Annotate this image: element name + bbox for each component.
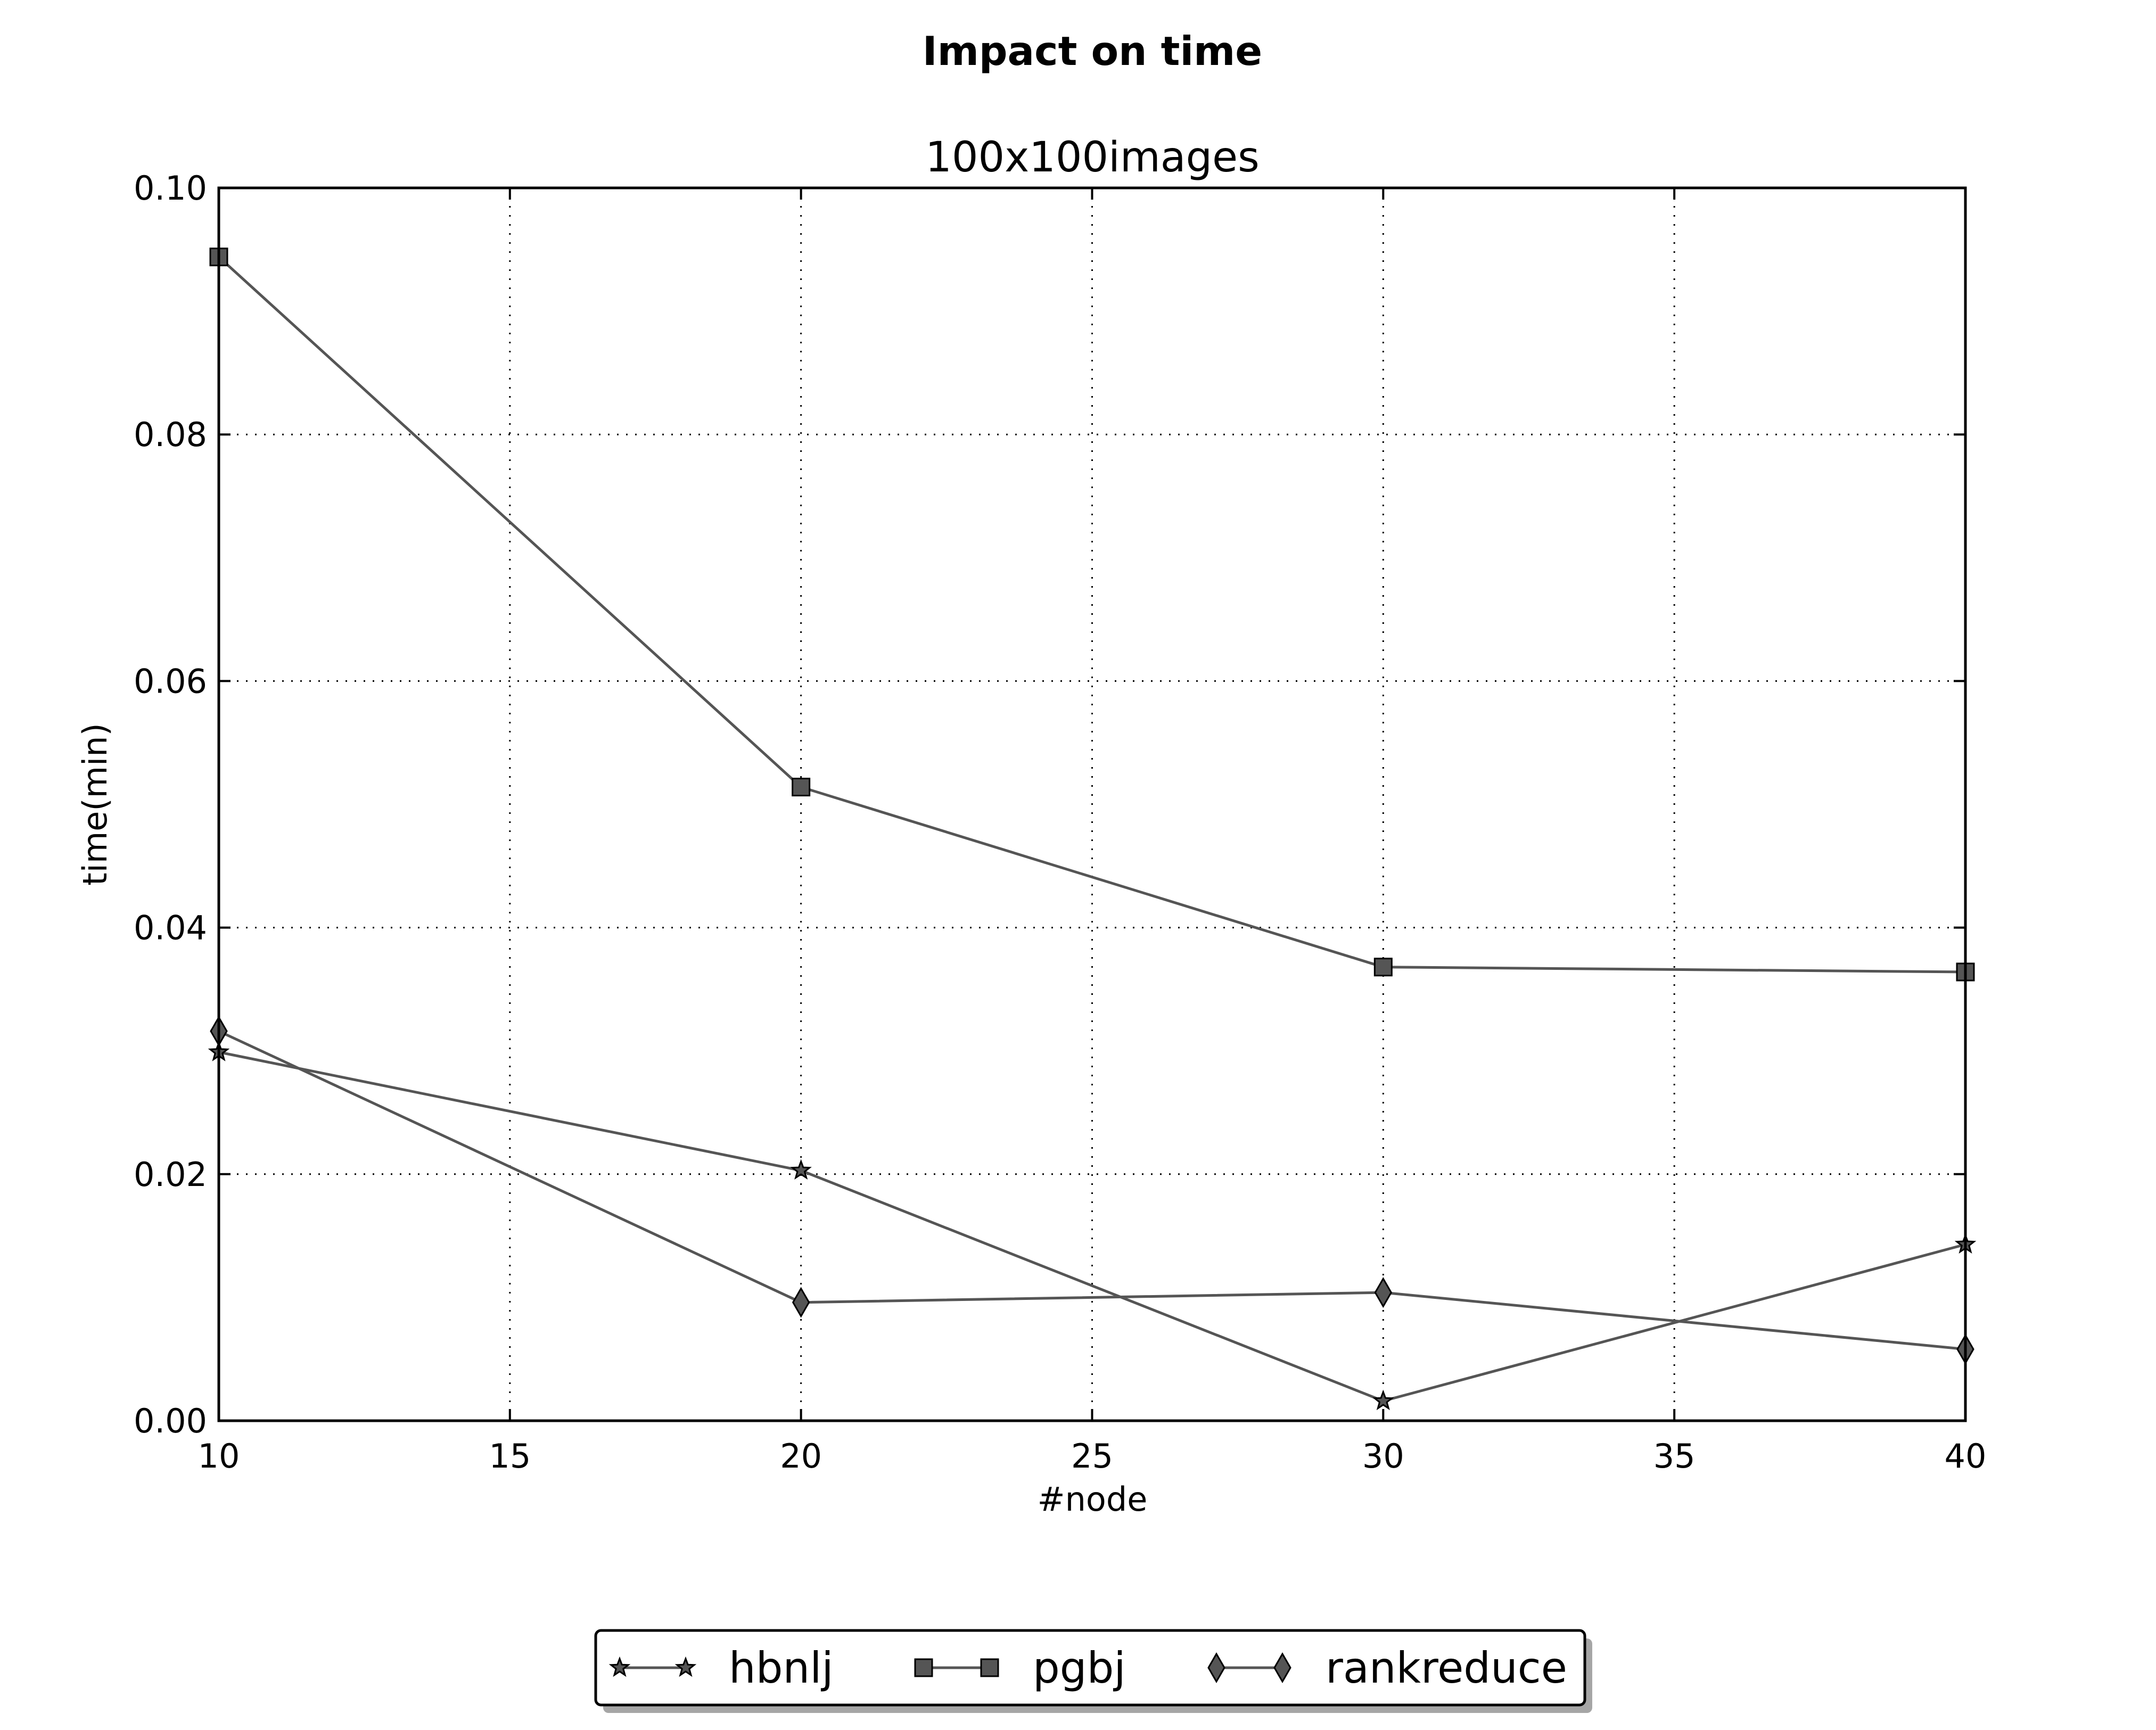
legend-entry-pgbj: pgbj	[914, 1643, 1126, 1693]
data-point-pgbj	[792, 778, 811, 797]
y-tick-label: 0.10	[134, 169, 207, 208]
x-tick-label: 30	[1362, 1437, 1404, 1476]
legend-label-rankreduce: rankreduce	[1326, 1643, 1567, 1693]
x-tick-label: 40	[1945, 1437, 1987, 1476]
series-line-hbnlj	[218, 1051, 1966, 1403]
chart-title: 100x100images	[925, 134, 1260, 182]
series-hbnlj	[208, 1041, 1977, 1411]
data-point-rankreduce	[792, 1287, 810, 1318]
grid-lines	[219, 188, 1965, 1421]
chart-suptitle: Impact on time	[923, 28, 1262, 75]
y-tick-label: 0.04	[134, 909, 207, 948]
legend-label-hbnlj: hbnlj	[729, 1643, 834, 1693]
data-point-pgbj	[1373, 958, 1393, 977]
x-tick-label: 20	[780, 1437, 822, 1476]
axis-ticks	[218, 187, 1966, 1422]
y-axis-label: time(min)	[76, 723, 114, 885]
y-tick-label: 0.02	[134, 1155, 207, 1194]
legend: hbnlj pgbj rankreduce	[594, 1629, 1592, 1713]
data-point-rankreduce	[1374, 1277, 1393, 1308]
legend-entry-rankreduce: rankreduce	[1207, 1643, 1567, 1693]
x-axis-label: #node	[1038, 1480, 1148, 1519]
x-tick-labels: 10 15 20 25 30 35 40	[198, 1437, 1987, 1476]
legend-marker-pgbj	[980, 1658, 999, 1677]
legend-entry-hbnlj: hbnlj	[608, 1643, 834, 1693]
series-line-pgbj	[218, 256, 1966, 974]
data-point-hbnlj	[1372, 1389, 1394, 1411]
y-tick-label: 0.08	[134, 415, 207, 454]
x-tick-label: 25	[1071, 1437, 1113, 1476]
y-tick-label: 0.00	[134, 1402, 207, 1440]
data-point-hbnlj	[790, 1159, 812, 1180]
x-tick-label: 35	[1653, 1437, 1696, 1476]
legend-entries: hbnlj pgbj rankreduce	[608, 1643, 1567, 1693]
legend-marker-rankreduce	[1273, 1652, 1291, 1684]
y-tick-labels: 0.00 0.02 0.04 0.06 0.08 0.10	[134, 169, 207, 1440]
legend-label-pgbj: pgbj	[1033, 1643, 1126, 1693]
legend-box	[594, 1629, 1586, 1707]
y-tick-label: 0.06	[134, 662, 207, 701]
legend-marker-hbnlj	[608, 1656, 631, 1677]
x-tick-label: 10	[198, 1437, 240, 1476]
legend-marker-hbnlj	[674, 1656, 697, 1677]
series-layer	[208, 248, 1977, 1411]
x-tick-label: 15	[489, 1437, 531, 1476]
series-line-rankreduce	[218, 1029, 1966, 1351]
legend-marker-pgbj	[914, 1658, 933, 1677]
legend-marker-rankreduce	[1207, 1652, 1225, 1684]
